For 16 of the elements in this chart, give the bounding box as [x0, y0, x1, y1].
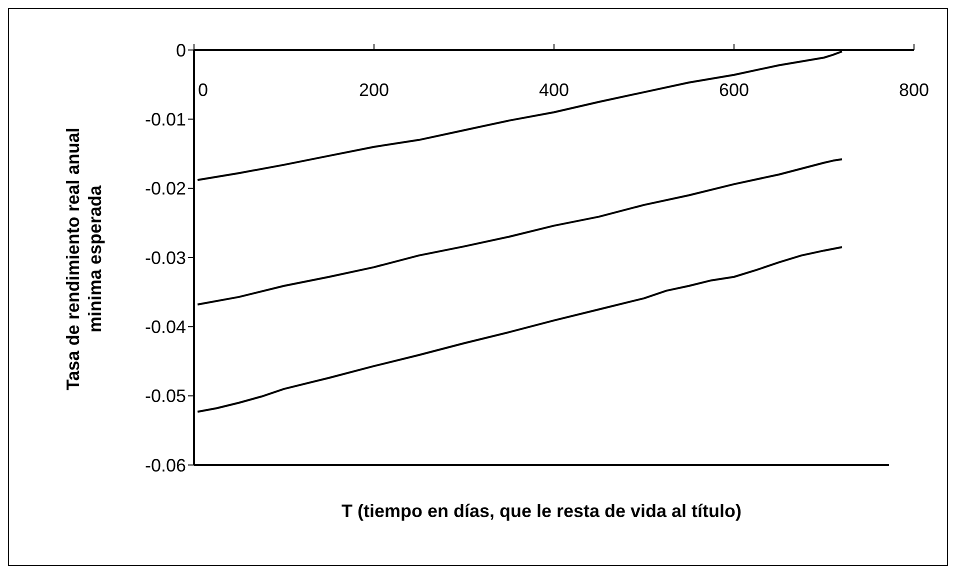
y-axis-title: Tasa de rendimiento real anual minima esperada [62, 126, 106, 392]
x-tick-label: 800 [898, 80, 930, 100]
x-tick-label: 0 [198, 80, 208, 100]
x-tick-label: 400 [538, 80, 570, 100]
line-series [196, 246, 843, 413]
y-tick-label: -0.03 [144, 248, 186, 268]
x-tick-label: 600 [718, 80, 750, 100]
y-tick-label: -0.05 [144, 386, 186, 406]
y-tick-label: -0.01 [144, 110, 186, 130]
x-tick-label: 200 [358, 80, 390, 100]
line-series [196, 158, 843, 306]
y-tick-label: -0.02 [144, 178, 186, 199]
y-tick-label: -0.06 [144, 455, 186, 476]
y-tick-label: 0 [176, 40, 186, 60]
x-axis-title: T (tiempo en días, que le resta de vida al título) [340, 501, 743, 522]
y-tick-label: -0.04 [144, 317, 186, 338]
